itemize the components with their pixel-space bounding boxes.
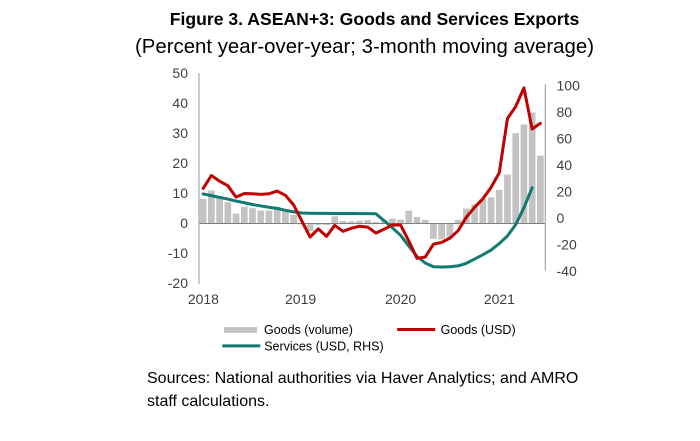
svg-text:-10: -10 <box>168 245 188 261</box>
svg-text:50: 50 <box>172 65 188 81</box>
svg-text:2019: 2019 <box>285 291 316 307</box>
svg-text:2018: 2018 <box>188 291 219 307</box>
svg-text:40: 40 <box>172 95 188 111</box>
svg-text:100: 100 <box>557 78 581 94</box>
svg-text:-40: -40 <box>557 263 577 279</box>
svg-text:Goods (volume): Goods (volume) <box>264 323 353 337</box>
svg-text:-20: -20 <box>557 237 577 253</box>
svg-text:80: 80 <box>557 104 573 120</box>
svg-text:60: 60 <box>557 131 573 147</box>
svg-text:20: 20 <box>557 184 573 200</box>
svg-text:40: 40 <box>557 157 573 173</box>
svg-text:Goods (USD): Goods (USD) <box>441 323 516 337</box>
svg-text:0: 0 <box>180 215 188 231</box>
svg-text:30: 30 <box>172 125 188 141</box>
svg-text:Services (USD, RHS): Services (USD, RHS) <box>264 339 383 353</box>
svg-text:10: 10 <box>172 185 188 201</box>
svg-text:20: 20 <box>172 155 188 171</box>
svg-text:0: 0 <box>557 210 565 226</box>
svg-text:-20: -20 <box>168 275 188 291</box>
svg-text:2021: 2021 <box>484 291 515 307</box>
svg-text:2020: 2020 <box>385 291 416 307</box>
